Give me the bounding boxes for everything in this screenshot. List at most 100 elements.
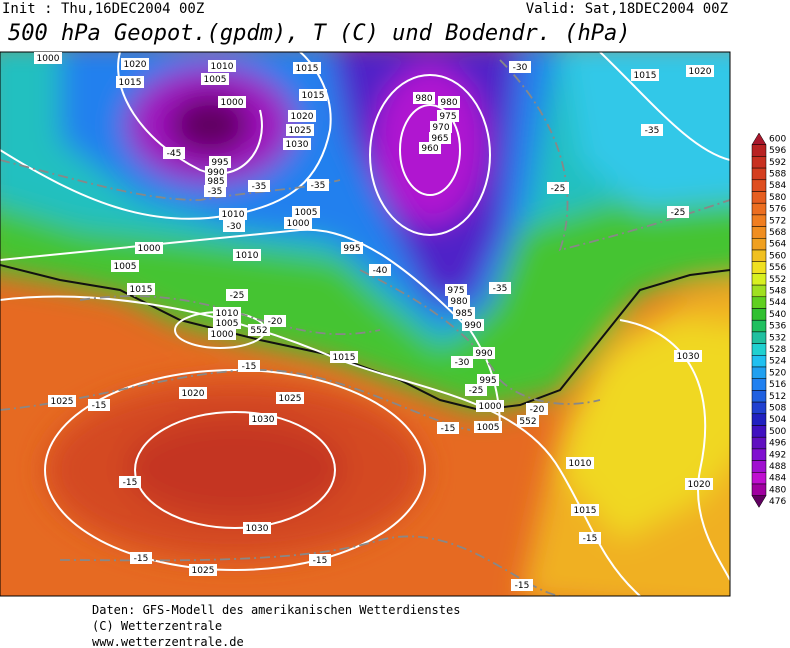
isobar-label: 1025: [51, 397, 74, 407]
color-scale-label: 488: [769, 462, 786, 472]
isobar-label: 990: [207, 168, 224, 178]
label-box: [437, 422, 459, 434]
color-scale-label: 480: [769, 485, 786, 495]
label-box: [462, 319, 484, 331]
label-box: [641, 124, 663, 136]
label-box: [127, 283, 155, 295]
temperature-label: -45: [167, 149, 182, 159]
color-swatch: [751, 378, 767, 391]
color-swatch: [751, 284, 767, 298]
isobar-label: 1025: [192, 566, 215, 576]
label-box: [135, 242, 163, 254]
map-labels: 1000 1020 1015 1010 1005 1015 1000 1015 1020 1025…: [34, 52, 714, 591]
label-box: [205, 175, 227, 187]
isobar-label: 1030: [246, 524, 269, 534]
isobar-label: 1015: [333, 353, 356, 363]
label-box: [473, 347, 495, 359]
label-box: [218, 96, 246, 108]
isobar-label: 1030: [252, 415, 275, 425]
color-scale-label: 540: [769, 310, 786, 320]
color-swatch: [751, 238, 767, 251]
temperature-label: -15: [123, 478, 138, 488]
isobar-label: 1005: [477, 423, 500, 433]
color-scale-label: 532: [769, 333, 786, 343]
label-box: [243, 522, 271, 534]
footer-line: Daten: GFS-Modell des amerikanischen Wet…: [92, 603, 460, 617]
map-frame: [0, 51, 731, 597]
isobar-label: 1005: [295, 208, 318, 218]
color-scale-label: 524: [769, 357, 786, 367]
isobar-label: 1015: [574, 506, 597, 516]
color-swatch: [751, 331, 767, 344]
temperature-label: -35: [493, 284, 508, 294]
isobar-label: 1010: [569, 459, 592, 469]
color-swatch: [751, 308, 767, 321]
color-swatch: [751, 448, 767, 461]
label-box: [248, 180, 270, 192]
boundary-552: [0, 264, 730, 412]
temperature-label: -30: [513, 63, 528, 73]
color-scale-label: 552: [769, 275, 786, 285]
color-scale-label: 516: [769, 380, 786, 390]
color-scale-label: 568: [769, 228, 786, 238]
isobar-label: 1000: [479, 402, 502, 412]
label-box: [293, 62, 321, 74]
label-box: [309, 554, 331, 566]
label-box: [119, 476, 141, 488]
isobar-label: 1015: [302, 91, 325, 101]
label-box: [685, 478, 713, 490]
color-scale-label: 588: [769, 169, 786, 179]
temperature-label: -15: [92, 401, 107, 411]
color-scale-label: 560: [769, 251, 786, 261]
isobar-label: 1030: [286, 140, 309, 150]
label-box: [341, 242, 363, 254]
color-swatch: [751, 179, 767, 192]
color-scale-label: 528: [769, 345, 786, 355]
isobar-label: 975: [439, 112, 456, 122]
label-box: [238, 360, 260, 372]
color-swatch: [751, 273, 767, 286]
temperature-label: -40: [373, 266, 388, 276]
color-swatch: [751, 319, 767, 333]
label-box: [477, 374, 499, 386]
label-box: [284, 217, 312, 229]
color-swatch: [751, 401, 767, 415]
label-box: [163, 147, 185, 159]
label-box: [674, 350, 702, 362]
temperature-label: -15: [441, 424, 456, 434]
isobar-label: 1020: [291, 112, 314, 122]
isobar-label: 970: [432, 123, 449, 133]
label-box: [489, 282, 511, 294]
label-box: [476, 400, 504, 412]
temperature-label: -35: [311, 181, 326, 191]
color-scale-label: 600: [769, 134, 786, 144]
color-swatch: [751, 343, 767, 356]
label-box: [667, 206, 689, 218]
color-scale-label: 556: [769, 263, 786, 273]
isobar-label: 1000: [138, 244, 161, 254]
color-swatch: [751, 390, 767, 403]
label-box: [330, 351, 358, 363]
isobar-label: 1010: [236, 251, 259, 261]
isobar-label: 1005: [204, 75, 227, 85]
color-swatch: [751, 296, 767, 309]
color-swatch: [751, 495, 767, 508]
isobar-label: 1010: [222, 210, 245, 220]
label-box: [579, 532, 601, 544]
isobar-label: 1030: [677, 352, 700, 362]
color-scale-label: 504: [769, 415, 786, 425]
color-scale-label: 592: [769, 158, 786, 168]
color-swatch: [751, 202, 767, 216]
label-box: [248, 324, 270, 336]
isobar-label: 990: [464, 321, 481, 331]
color-scale-label: 500: [769, 427, 786, 437]
isobar-label: 1025: [289, 126, 312, 136]
label-box: [213, 317, 241, 329]
color-scale-label: 572: [769, 216, 786, 226]
isobar-label: 1020: [689, 67, 712, 77]
label-box: [276, 392, 304, 404]
color-swatch: [751, 366, 767, 379]
label-box: [445, 284, 467, 296]
label-box: [526, 403, 548, 415]
label-box: [465, 384, 487, 396]
